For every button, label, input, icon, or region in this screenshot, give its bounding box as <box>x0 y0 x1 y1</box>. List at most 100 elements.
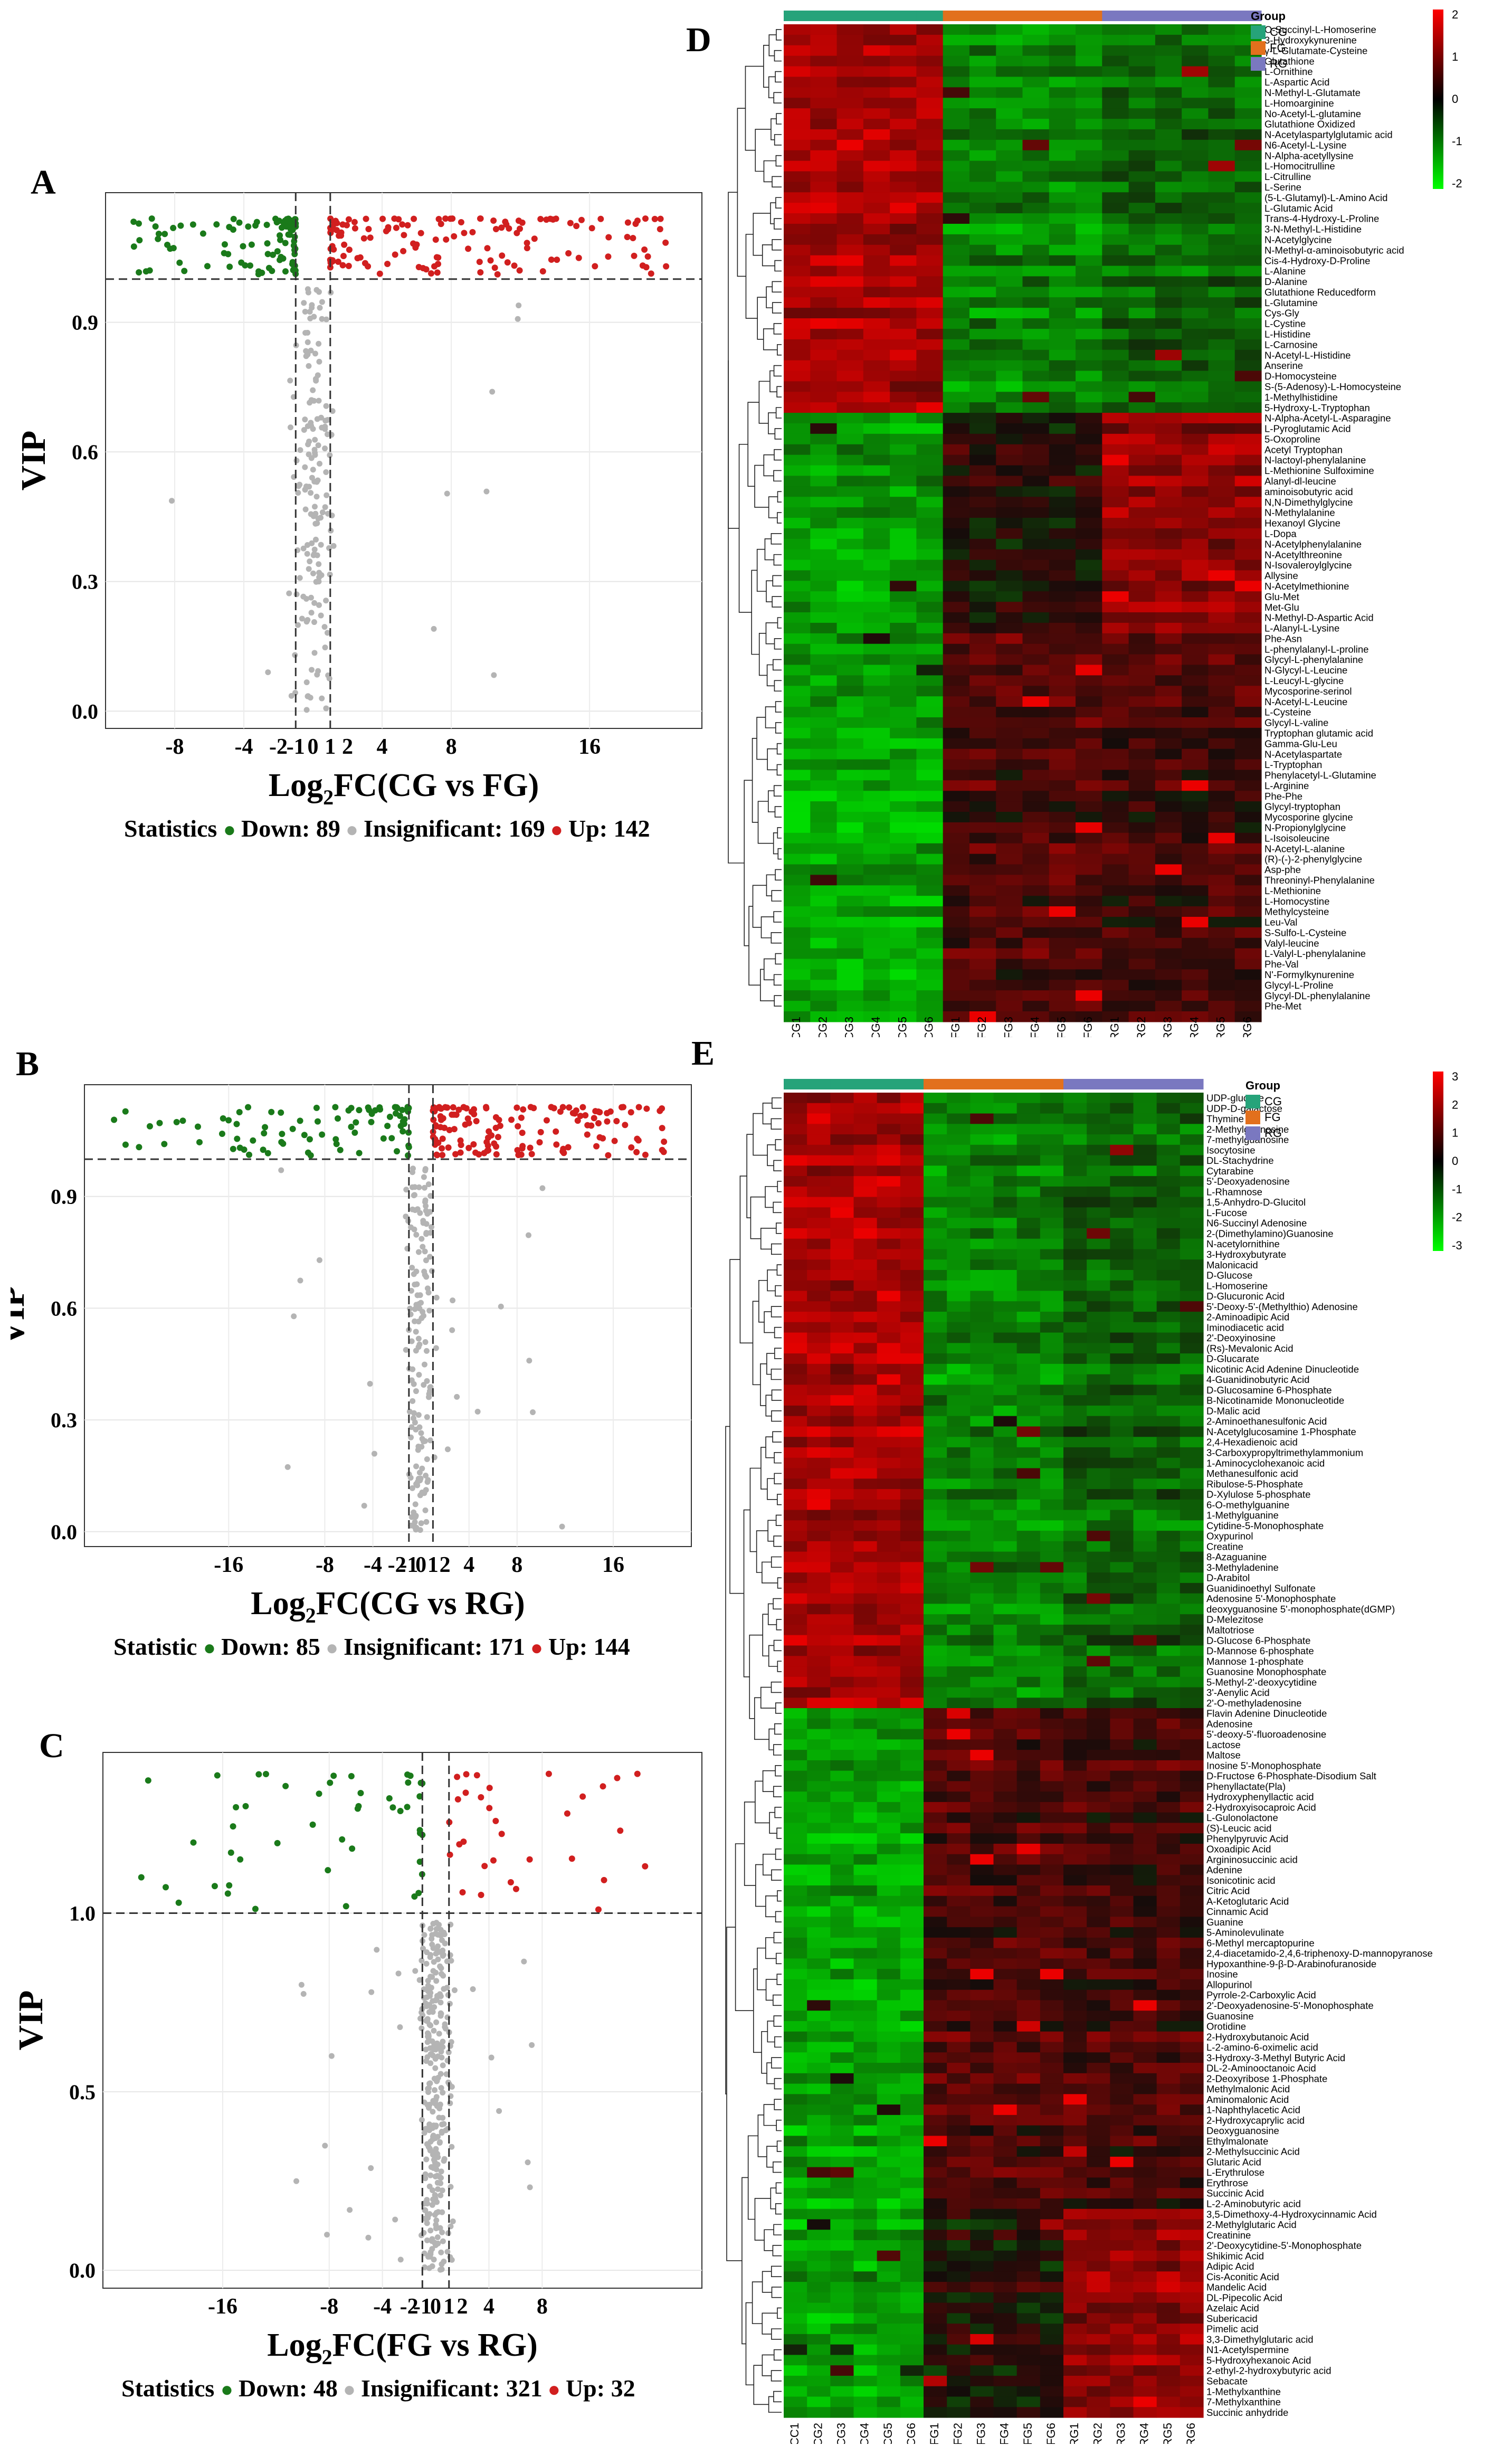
heatmap-cell <box>1128 602 1156 613</box>
heatmap-cell <box>969 339 996 350</box>
heatmap-cell <box>1016 1291 1041 1302</box>
heatmap-cell <box>943 507 970 518</box>
heatmap-cell <box>1040 1666 1064 1677</box>
heatmap-cell <box>1102 129 1129 140</box>
heatmap-cell <box>970 1541 994 1552</box>
heatmap-cell <box>784 433 811 445</box>
point-up <box>354 255 361 262</box>
legend: Statistics ● Down: 89 ● Insignificant: 1… <box>124 815 650 842</box>
heatmap-cell <box>1180 1520 1204 1531</box>
heatmap-cell <box>900 1739 924 1750</box>
point-insignificant <box>319 299 325 305</box>
heatmap-cell <box>996 643 1023 655</box>
heatmap-cell <box>877 1280 901 1292</box>
point-insignificant <box>330 543 337 549</box>
heatmap-cell <box>1087 1259 1110 1271</box>
heatmap-cell <box>1022 160 1050 172</box>
heatmap-cell <box>1087 1989 1110 2001</box>
row-label: Met-Glu <box>1264 602 1299 613</box>
heatmap-cell <box>1110 1937 1134 1949</box>
heatmap-cell <box>969 465 996 477</box>
heatmap-cell <box>996 518 1023 529</box>
heatmap-cell <box>1128 454 1156 466</box>
heatmap-cell <box>1016 1134 1041 1145</box>
point-up <box>642 1151 649 1158</box>
heatmap-cell <box>830 1739 854 1750</box>
heatmap-cell <box>1155 360 1182 372</box>
heatmap-cell <box>996 255 1023 267</box>
heatmap-cell <box>1102 276 1129 287</box>
heatmap-cell <box>1110 1823 1134 1834</box>
heatmap-cell <box>1110 1207 1134 1218</box>
heatmap-cell <box>1102 507 1129 518</box>
group-bar-cell <box>1040 1079 1064 1089</box>
heatmap-cell <box>877 1676 901 1688</box>
heatmap-cell <box>969 643 996 655</box>
point-up <box>584 1131 591 1138</box>
heatmap-cell <box>1076 203 1102 214</box>
heatmap-cell <box>784 87 811 98</box>
point-insignificant <box>297 1277 303 1284</box>
point-insignificant <box>316 397 322 404</box>
point-up <box>496 1116 502 1123</box>
heatmap-cell <box>1133 1228 1157 1239</box>
heatmap-cell <box>1076 98 1102 109</box>
heatmap-cell <box>1102 738 1129 750</box>
heatmap-cell <box>1076 413 1102 424</box>
heatmap-cell <box>784 864 811 875</box>
heatmap-cell <box>1049 223 1076 235</box>
point-down <box>289 1125 296 1132</box>
heatmap-cell <box>969 759 996 771</box>
point-up <box>487 257 494 264</box>
heatmap-cell <box>1133 1103 1157 1114</box>
heatmap-cell <box>1156 1228 1181 1239</box>
heatmap-cell <box>943 402 970 413</box>
heatmap-cell <box>877 1489 901 1500</box>
heatmap-cell <box>1180 2031 1204 2043</box>
heatmap-cell <box>1049 980 1076 991</box>
heatmap-cell <box>916 980 944 991</box>
point-down <box>332 1104 339 1111</box>
heatmap-cell <box>996 234 1023 245</box>
heatmap-cell <box>943 192 970 203</box>
heatmap-cell <box>996 560 1023 571</box>
heatmap-cell <box>969 654 996 666</box>
heatmap-cell <box>970 1093 994 1104</box>
heatmap-cell <box>836 738 864 750</box>
heatmap-cell <box>996 591 1023 602</box>
heatmap-cell <box>1063 1385 1087 1396</box>
heatmap-cell <box>1208 906 1235 917</box>
point-insignificant <box>305 339 311 345</box>
heatmap-cell <box>853 1833 878 1844</box>
point-down <box>237 1856 244 1863</box>
heatmap-cell <box>916 822 944 833</box>
point-insignificant <box>425 1477 431 1483</box>
heatmap-cell <box>890 360 917 372</box>
heatmap-cell <box>784 66 811 78</box>
heatmap-cell <box>996 203 1023 214</box>
point-insignificant <box>429 1268 435 1274</box>
heatmap-cell <box>1155 528 1182 539</box>
point-down <box>280 255 287 262</box>
heatmap-cell <box>1049 349 1076 361</box>
row-label: N-Alpha-acetyllysine <box>1264 150 1354 161</box>
heatmap-cell <box>853 1385 878 1396</box>
heatmap-cell <box>970 2021 994 2032</box>
point-up <box>465 1120 472 1126</box>
heatmap-cell <box>1133 1760 1157 1771</box>
heatmap-cell <box>1155 1011 1182 1022</box>
heatmap-cell <box>1087 2031 1110 2043</box>
point-up <box>484 1148 491 1154</box>
heatmap-cell <box>836 192 864 203</box>
point-up <box>588 225 595 232</box>
heatmap-cell <box>784 1698 807 1709</box>
point-insignificant <box>521 1958 527 1965</box>
column-label: FG3 <box>1002 1017 1015 1037</box>
dendrogram-branch <box>772 176 782 188</box>
heatmap-cell <box>1182 150 1209 162</box>
heatmap-cell <box>1016 1426 1041 1437</box>
point-insignificant <box>432 2173 439 2179</box>
point-insignificant <box>429 2202 435 2208</box>
heatmap-cell <box>1182 927 1209 938</box>
heatmap-cell <box>970 1958 994 1969</box>
